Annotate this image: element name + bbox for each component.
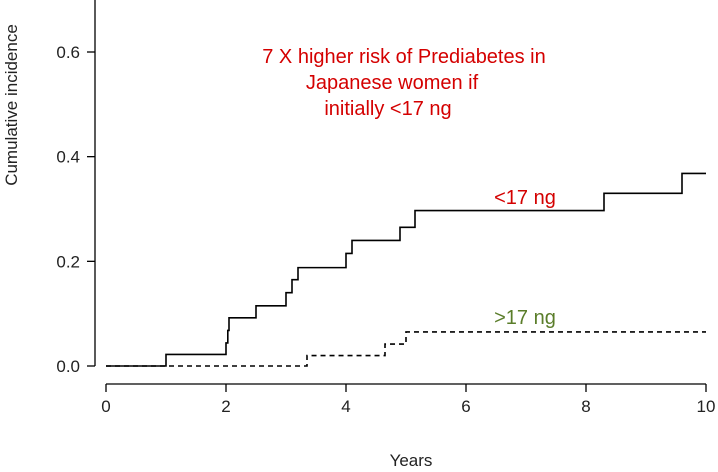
y-tick-label: 0.0 <box>56 357 80 376</box>
series-layer <box>106 172 706 367</box>
x-tick-label: 6 <box>461 397 470 416</box>
x-axis: 0 2 4 6 8 10 <box>101 383 716 416</box>
x-tick-label: 8 <box>581 397 590 416</box>
headline-annotation: 7 X higher risk of Prediabetes in Japane… <box>262 46 546 120</box>
x-tick-label: 4 <box>341 397 350 416</box>
headline-line-3: initially <17 ng <box>324 98 451 120</box>
y-tick-label: 0.2 <box>56 252 80 271</box>
x-tick-label: 0 <box>101 397 110 416</box>
y-axis: 0.0 0.2 0.4 0.6 <box>56 43 96 376</box>
series-line-gt17 <box>106 331 706 367</box>
headline-line-1: 7 X higher risk of Prediabetes in <box>262 46 546 68</box>
headline-line-2: Japanese women if <box>306 72 479 94</box>
x-tick-label: 10 <box>697 397 716 416</box>
y-axis-title: Cumulative incidence <box>2 24 21 186</box>
x-axis-title: Years <box>390 451 433 470</box>
series-label-gt17: >17 ng <box>494 307 556 329</box>
series-label-lt17: <17 ng <box>494 187 556 209</box>
y-tick-label: 0.4 <box>56 148 80 167</box>
y-tick-label: 0.6 <box>56 43 80 62</box>
series-line-lt17 <box>106 172 706 367</box>
x-tick-label: 2 <box>221 397 230 416</box>
